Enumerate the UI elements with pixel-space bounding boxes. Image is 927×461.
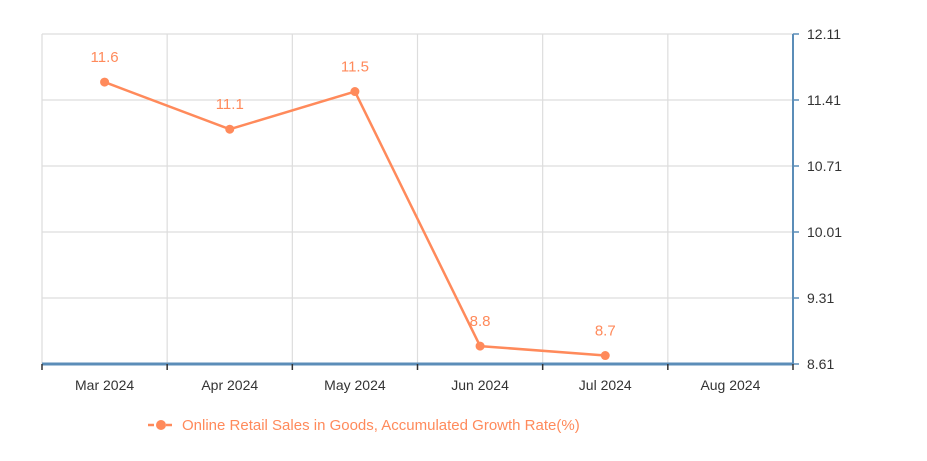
data-labels: 11.6 11.1 11.5 8.8 8.7 [91, 49, 616, 339]
legend[interactable]: Online Retail Sales in Goods, Accumulate… [148, 417, 580, 434]
y-tick-label: 8.61 [807, 356, 834, 372]
data-label: 8.7 [595, 323, 616, 340]
y-tick-label: 11.41 [807, 92, 841, 108]
x-tick-label: Mar 2024 [75, 377, 134, 393]
legend-marker-icon [156, 420, 166, 430]
data-label: 11.1 [216, 96, 244, 113]
data-point[interactable] [100, 77, 110, 87]
x-tick-label: Jun 2024 [451, 377, 509, 393]
series-line-layer [100, 77, 610, 361]
y-tick-label: 9.31 [807, 290, 834, 306]
data-point[interactable] [350, 87, 360, 97]
data-label: 11.5 [341, 59, 369, 76]
y-tick-label: 12.11 [807, 26, 841, 42]
data-point[interactable] [600, 351, 610, 361]
x-tick-label: Apr 2024 [201, 377, 258, 393]
axes: 12.11 11.41 10.71 10.01 9.31 8.61 Mar 2024 Apr … [41, 26, 842, 393]
x-tick-label: Aug 2024 [700, 377, 760, 393]
y-tick-label: 10.71 [807, 158, 842, 174]
grid-lines [41, 33, 793, 364]
data-label: 8.8 [470, 313, 491, 330]
series-line [104, 80, 606, 357]
data-point[interactable] [225, 124, 235, 134]
data-point[interactable] [475, 341, 485, 351]
x-tick-label: May 2024 [324, 377, 386, 393]
legend-label[interactable]: Online Retail Sales in Goods, Accumulate… [182, 417, 580, 434]
y-tick-label: 10.01 [807, 224, 842, 240]
x-tick-label: Jul 2024 [579, 377, 632, 393]
data-label: 11.6 [91, 49, 119, 66]
